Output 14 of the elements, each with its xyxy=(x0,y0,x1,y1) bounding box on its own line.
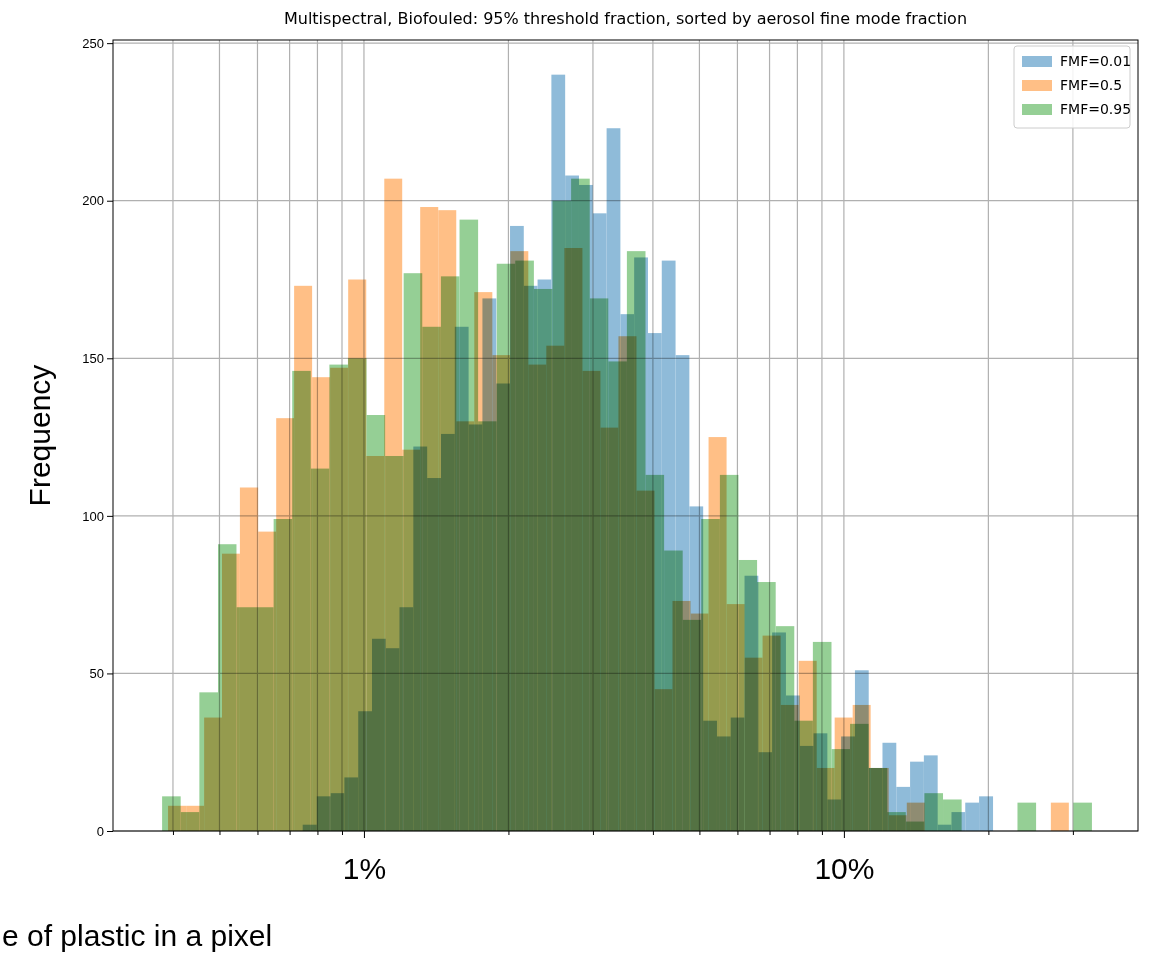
y-tick-label: 150 xyxy=(82,350,104,366)
y-tick-label: 250 xyxy=(82,35,104,51)
chart-title: Multispectral, Biofouled: 95% threshold fraction, sorted by aerosol fine mode fraction xyxy=(283,9,968,28)
legend-label: FMF=0.01 xyxy=(1060,53,1132,69)
y-axis-title: Frequency xyxy=(23,364,56,507)
y-tick-label: 50 xyxy=(89,666,104,682)
legend-label: FMF=0.95 xyxy=(1060,101,1132,117)
x-tick-label: 10% xyxy=(814,852,875,885)
legend-label: FMF=0.5 xyxy=(1060,77,1123,93)
x-tick-label: 1% xyxy=(342,852,387,885)
y-tick-label: 100 xyxy=(82,508,104,524)
x-axis-title: e of plastic in a pixel xyxy=(2,919,273,952)
y-tick-label: 0 xyxy=(96,823,104,839)
y-tick-label: 200 xyxy=(82,193,104,209)
